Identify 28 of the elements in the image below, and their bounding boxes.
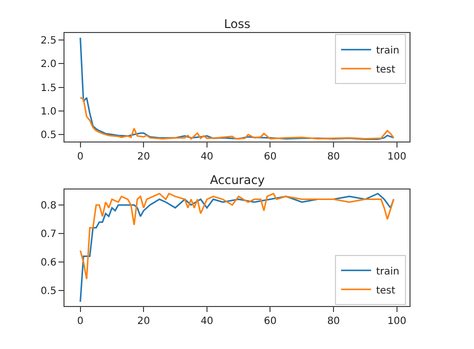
chart-title: Accuracy xyxy=(210,173,265,187)
y-tick-label: 0.7 xyxy=(40,228,56,240)
line-series xyxy=(80,96,394,140)
x-tick-label: 20 xyxy=(137,152,150,163)
legend-label: train xyxy=(376,266,400,278)
y-tick-label: 1.5 xyxy=(40,82,56,94)
legend-label: test xyxy=(376,285,396,296)
y-tick-label: 2.5 xyxy=(40,36,56,47)
x-tick-label: 80 xyxy=(327,316,340,328)
y-tick-label: 0.6 xyxy=(40,257,56,268)
legend-label: train xyxy=(376,46,400,57)
x-tick-label: 60 xyxy=(264,316,277,328)
legend-label: test xyxy=(376,64,396,76)
y-tick-label: 0.8 xyxy=(40,200,56,212)
x-tick-label: 100 xyxy=(387,316,406,328)
x-tick-label: 40 xyxy=(200,316,214,328)
x-tick-label: 40 xyxy=(200,152,214,163)
y-tick-label: 0.5 xyxy=(40,130,56,142)
x-tick-label: 0 xyxy=(77,152,84,163)
x-tick-label: 20 xyxy=(137,316,150,328)
y-tick-label: 0.5 xyxy=(40,286,56,297)
y-tick-label: 1.0 xyxy=(40,106,56,118)
x-tick-label: 0 xyxy=(77,316,84,328)
x-tick-label: 80 xyxy=(327,152,340,163)
y-tick-label: 2.0 xyxy=(40,59,56,70)
x-tick-label: 100 xyxy=(387,152,406,163)
x-tick-label: 60 xyxy=(264,152,277,163)
chart-title: Loss xyxy=(224,17,250,31)
